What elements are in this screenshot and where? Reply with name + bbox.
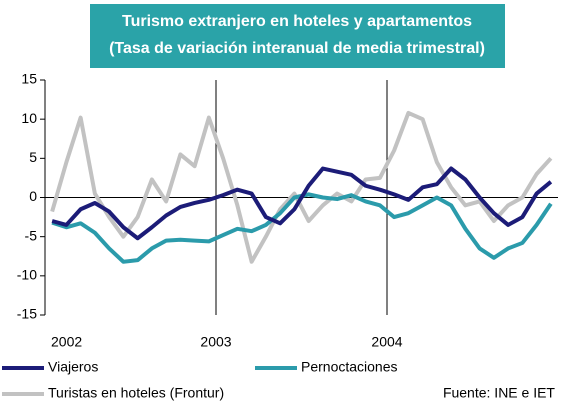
x-tick-label: 2004: [371, 334, 402, 350]
y-tick-label: 15: [21, 71, 37, 87]
y-tick-label: 0: [29, 188, 37, 204]
legend-label: Viajeros: [48, 359, 98, 375]
y-tick-label: -15: [17, 306, 37, 322]
legend-label: Turistas en hoteles (Frontur): [48, 385, 224, 401]
chart-title: Turismo extranjero en hoteles y apartame…: [122, 13, 472, 30]
chart-subtitle: (Tasa de variación interanual de media t…: [109, 40, 485, 57]
source: Fuente: INE e IET: [443, 385, 555, 401]
series-line: [50, 110, 553, 264]
x-tick-label: 2003: [200, 334, 231, 350]
series-line: [51, 166, 553, 241]
legend-label: Pernoctaciones: [301, 359, 398, 375]
title-box: [90, 4, 505, 68]
y-tick-label: 5: [29, 149, 37, 165]
y-tick-label: -10: [17, 267, 37, 283]
x-tick-label: 2002: [51, 334, 82, 350]
y-tick-label: 10: [21, 110, 37, 126]
y-tick-label: -5: [25, 227, 38, 243]
